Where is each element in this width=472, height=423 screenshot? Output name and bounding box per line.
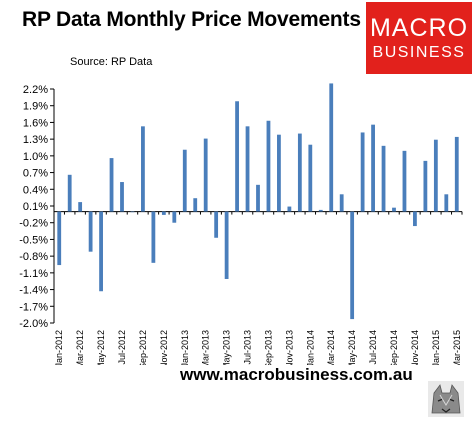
y-tick-label: -1.1% — [19, 268, 48, 280]
x-tick-label: Jul-2014 — [368, 330, 378, 365]
x-tick-label: Jul-2013 — [243, 330, 253, 365]
y-tick-label: 1.3% — [23, 134, 48, 146]
bar-jun-2013 — [235, 101, 239, 212]
bar-aug-2014 — [381, 145, 386, 212]
y-tick-label: 0.1% — [23, 201, 48, 213]
bar-jan-2015 — [433, 139, 438, 212]
bar-oct-2012 — [151, 211, 156, 263]
chart-source: Source: RP Data — [70, 56, 153, 68]
bar-apr-2012 — [88, 211, 93, 252]
bar-oct-2014 — [402, 150, 407, 212]
bar-jan-2012 — [57, 211, 62, 266]
macrobusiness-logo: MACRO BUSINESS — [366, 2, 472, 74]
x-tick-label: Nov-2012 — [159, 330, 169, 365]
y-tick-label: 1.0% — [23, 151, 48, 163]
y-tick-label: -1.7% — [19, 301, 48, 313]
bar-apr-2014 — [339, 194, 344, 212]
bar-feb-2013 — [193, 198, 198, 212]
bar-dec-2012 — [172, 211, 177, 223]
bar-nov-2012 — [161, 211, 166, 215]
chart-title: RP Data Monthly Price Movements — [22, 8, 361, 31]
y-tick-label: 1.9% — [23, 101, 48, 113]
logo-line-macro: MACRO — [369, 14, 469, 42]
bar-mar-2013 — [203, 138, 208, 212]
bar-sep-2012 — [141, 126, 145, 212]
bar-may-2012 — [99, 211, 103, 292]
bar-mar-2015 — [454, 136, 459, 212]
x-tick-label: Jul-2012 — [117, 330, 127, 365]
bar-jul-2013 — [245, 126, 250, 212]
bar-jul-2014 — [371, 124, 375, 212]
y-tick-label: 0.7% — [23, 168, 48, 180]
y-tick-label: -1.4% — [19, 285, 48, 297]
y-tick-label: 2.2% — [23, 84, 48, 96]
x-tick-label: May-2012 — [96, 330, 106, 365]
x-tick-label: Mar-2015 — [452, 330, 462, 365]
bar-feb-2012 — [67, 174, 72, 212]
x-tick-label: Mar-2013 — [201, 330, 211, 365]
bar-mar-2012 — [78, 202, 83, 212]
bar-mar-2014 — [329, 83, 334, 212]
bar-jun-2014 — [360, 132, 365, 212]
x-tick-label: Jan-2015 — [431, 330, 441, 365]
y-tick-label: -0.2% — [19, 218, 48, 230]
y-tick-label: 0.4% — [23, 184, 48, 196]
logo-line-business: BUSINESS — [372, 44, 466, 61]
bar-feb-2014 — [318, 209, 323, 212]
y-tick-label: -2.0% — [19, 318, 48, 330]
y-tick-label: 1.6% — [23, 117, 48, 129]
bar-dec-2014 — [423, 160, 428, 212]
bar-feb-2015 — [444, 194, 449, 212]
bar-jul-2012 — [120, 182, 124, 212]
x-tick-label: Sep-2013 — [263, 330, 273, 365]
x-tick-label: Nov-2014 — [410, 330, 420, 365]
bar-aug-2013 — [256, 184, 260, 212]
footer-url: www.macrobusiness.com.au — [180, 365, 413, 384]
bar-oct-2013 — [277, 134, 281, 212]
x-tick-label: May-2013 — [222, 330, 232, 365]
x-tick-label: Jan-2012 — [54, 330, 64, 365]
x-tick-label: May-2014 — [347, 330, 357, 365]
x-tick-label: Mar-2012 — [75, 330, 85, 365]
y-tick-label: -0.5% — [19, 234, 48, 246]
bar-sep-2014 — [392, 207, 396, 212]
bar-jan-2014 — [308, 144, 313, 212]
bar-sep-2013 — [266, 120, 271, 212]
x-tick-label: Nov-2013 — [284, 330, 294, 365]
x-tick-label: Mar-2014 — [326, 330, 336, 365]
bar-jan-2013 — [182, 149, 187, 212]
x-tick-label: Jan-2014 — [305, 330, 315, 365]
bar-nov-2014 — [413, 211, 417, 227]
bar-jun-2012 — [109, 158, 114, 212]
bar-aug-2012 — [130, 211, 135, 213]
bar-nov-2013 — [287, 206, 292, 212]
bar-dec-2013 — [297, 133, 302, 212]
bar-may-2014 — [350, 211, 355, 320]
bar-may-2013 — [224, 211, 229, 279]
wolf-logo-icon — [428, 381, 464, 417]
y-tick-label: -0.8% — [19, 251, 48, 263]
x-tick-label: Sep-2014 — [389, 330, 399, 365]
bar-apr-2013 — [214, 211, 219, 238]
bar-chart: 2.2% 1.9% 1.6% 1.3% 1.0% 0.7% 0.4% 0.1% -0.2% -0.… — [19, 83, 463, 365]
x-tick-label: Jan-2013 — [180, 330, 190, 365]
x-tick-label: Sep-2012 — [138, 330, 148, 365]
